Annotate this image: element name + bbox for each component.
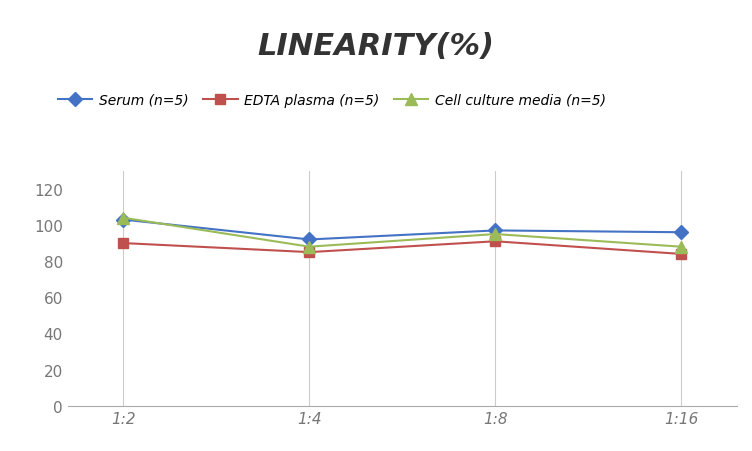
Cell culture media (n=5) [305,244,314,250]
Serum (n=5) [491,228,500,234]
Line: EDTA plasma (n=5): EDTA plasma (n=5) [119,237,686,259]
Serum (n=5) [677,230,686,235]
Line: Cell culture media (n=5): Cell culture media (n=5) [118,213,687,253]
Cell culture media (n=5) [491,232,500,237]
Line: Serum (n=5): Serum (n=5) [119,215,686,245]
Serum (n=5) [305,237,314,243]
EDTA plasma (n=5) [305,250,314,255]
Cell culture media (n=5) [677,244,686,250]
Cell culture media (n=5) [119,216,128,221]
Text: LINEARITY(%): LINEARITY(%) [257,32,495,60]
EDTA plasma (n=5) [677,252,686,257]
Serum (n=5) [119,217,128,223]
EDTA plasma (n=5) [119,241,128,246]
EDTA plasma (n=5) [491,239,500,244]
Legend: Serum (n=5), EDTA plasma (n=5), Cell culture media (n=5): Serum (n=5), EDTA plasma (n=5), Cell cul… [52,88,612,113]
